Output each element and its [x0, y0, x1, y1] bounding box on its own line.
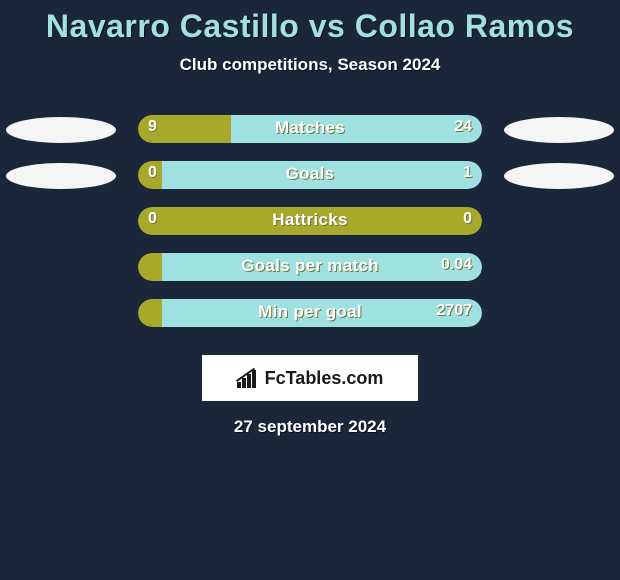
player-oval-left	[6, 163, 116, 189]
stat-bar-left	[138, 299, 162, 327]
stat-bar-left	[138, 161, 162, 189]
stat-rows: Matches924 Goals01 Hattricks00 Goals per ma…	[0, 111, 620, 341]
page-subtitle: Club competitions, Season 2024	[0, 55, 620, 75]
player-oval-right	[504, 163, 614, 189]
stat-row: Goals per match0.04	[0, 249, 620, 295]
stat-bar: Goals01	[138, 161, 482, 189]
page-title: Navarro Castillo vs Collao Ramos	[0, 0, 620, 45]
stat-bar-left	[138, 115, 231, 143]
stat-bar: Min per goal2707	[138, 299, 482, 327]
stat-bar-left	[138, 253, 162, 281]
date-text: 27 september 2024	[0, 417, 620, 437]
stat-bar: Hattricks00	[138, 207, 482, 235]
player-oval-left	[6, 117, 116, 143]
stat-bar-right	[162, 299, 482, 327]
stat-row: Goals01	[0, 157, 620, 203]
stat-bar: Matches924	[138, 115, 482, 143]
stat-row: Min per goal2707	[0, 295, 620, 341]
stat-bar: Goals per match0.04	[138, 253, 482, 281]
bar-chart-icon	[237, 368, 259, 388]
stat-bar-right	[231, 115, 482, 143]
brand-banner[interactable]: FcTables.com	[202, 355, 418, 401]
stat-bar-right	[162, 161, 482, 189]
stat-bar-left	[138, 207, 482, 235]
stat-row: Hattricks00	[0, 203, 620, 249]
player-oval-right	[504, 117, 614, 143]
brand-text: FcTables.com	[265, 368, 384, 389]
comparison-card: Navarro Castillo vs Collao Ramos Club co…	[0, 0, 620, 580]
stat-bar-right	[162, 253, 482, 281]
stat-row: Matches924	[0, 111, 620, 157]
